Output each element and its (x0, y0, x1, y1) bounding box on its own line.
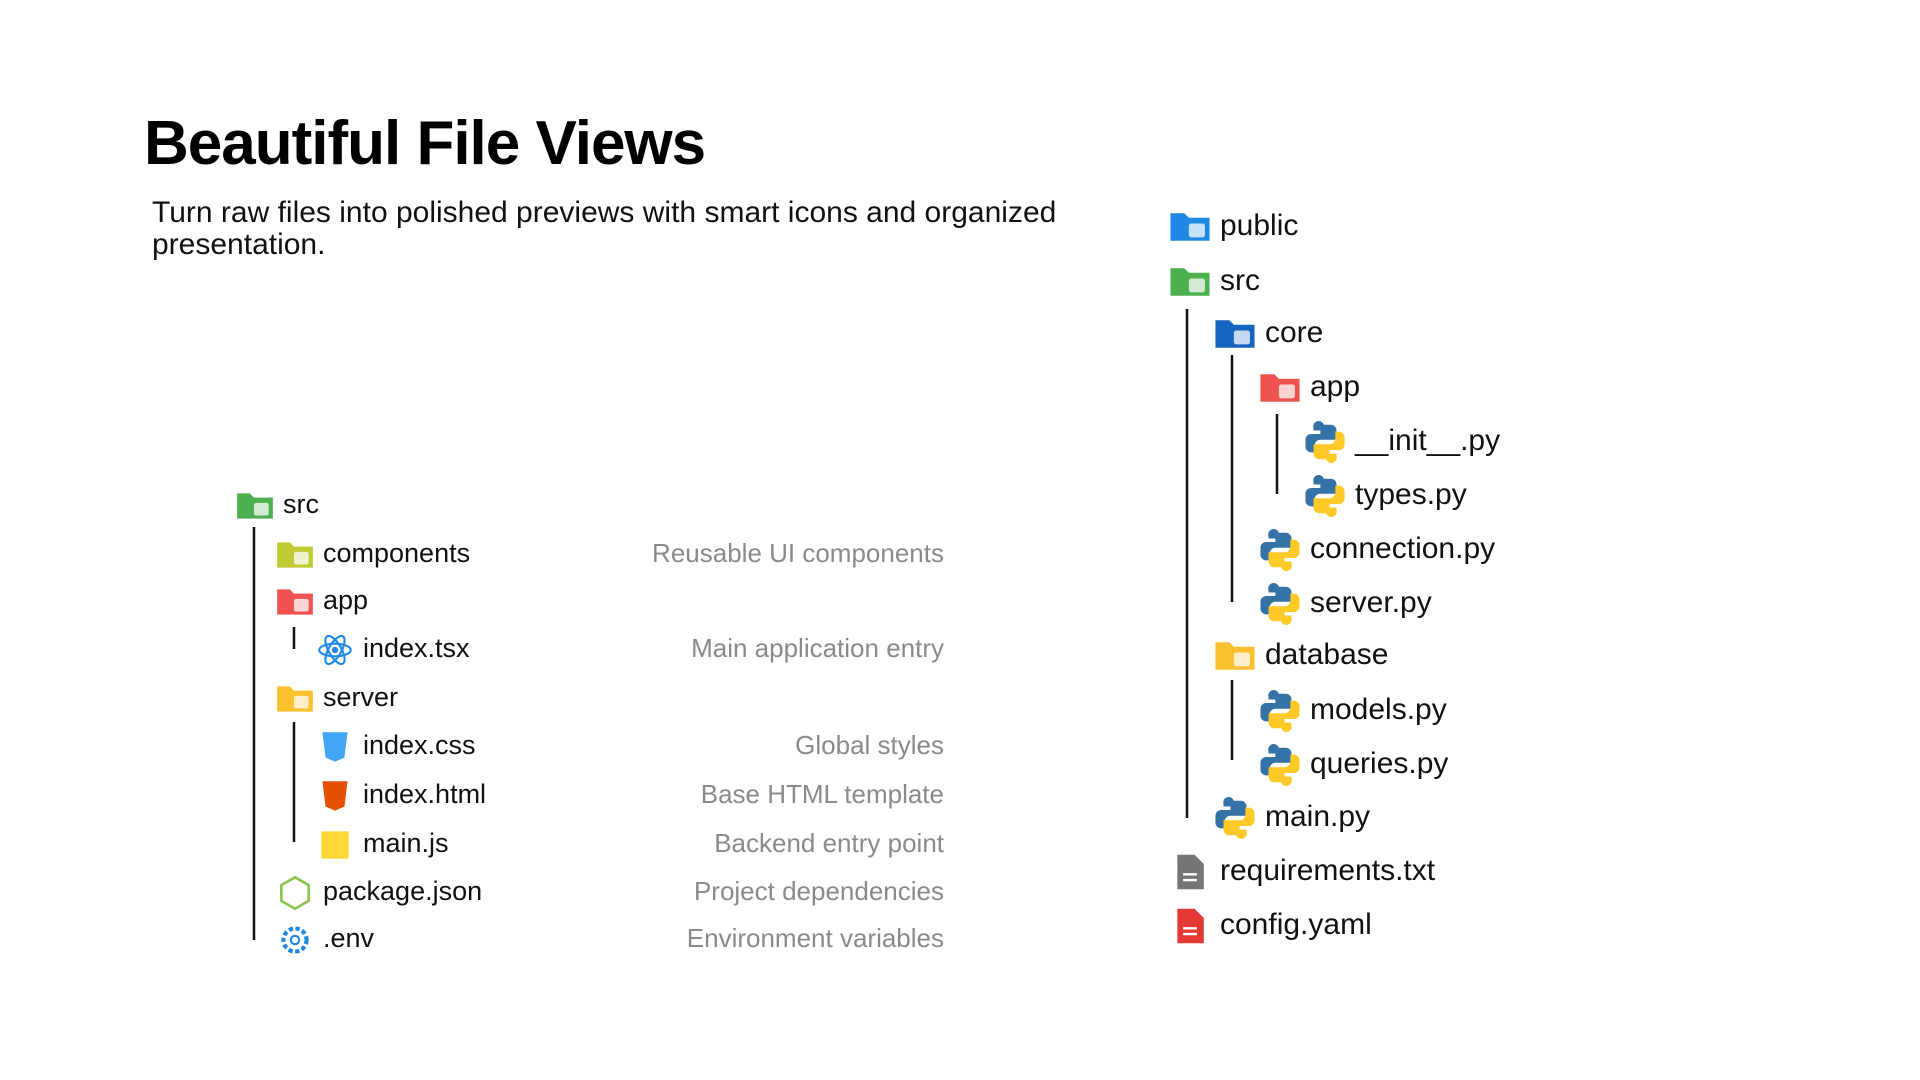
file-name: __init__.py (1354, 424, 1500, 457)
file-name: connection.py (1310, 532, 1495, 565)
title: Beautiful File Views (144, 109, 706, 178)
doc-lines (1183, 927, 1197, 936)
py-yellow (1313, 431, 1345, 463)
gear-ring (281, 926, 309, 954)
file-description: Base HTML template (701, 779, 944, 809)
file-icon (280, 875, 310, 911)
file-icon (1177, 908, 1204, 944)
doc-shape (1177, 854, 1204, 890)
file-name: database (1265, 638, 1388, 671)
file-name: app (1310, 370, 1360, 403)
file-icon (1170, 268, 1210, 296)
file-name: types.py (1355, 478, 1467, 511)
folder-badge (293, 551, 309, 565)
file-name: main.js (363, 828, 449, 858)
file-name: core (1265, 316, 1323, 349)
py-yellow (1268, 700, 1300, 732)
doc-lines (1183, 873, 1197, 882)
file-description: Backend entry point (714, 828, 945, 858)
file-name: .env (323, 923, 375, 953)
subtitle: Turn raw files into polished previews wi… (152, 196, 1057, 261)
py-yellow (1268, 539, 1300, 571)
doc-shape (1177, 908, 1204, 944)
folder-badge (1188, 223, 1205, 238)
js-square (321, 831, 349, 859)
file-icon (237, 493, 273, 519)
file-icon (1177, 854, 1204, 890)
py-yellow (1268, 754, 1300, 786)
gear-hole (289, 934, 301, 946)
py-blue (1260, 583, 1292, 615)
py-yellow (1223, 807, 1255, 839)
folder-badge (1188, 278, 1205, 293)
file-description: Project dependencies (694, 876, 944, 906)
file-name: index.html (363, 779, 486, 809)
py-yellow (1313, 485, 1345, 517)
file-description: Environment variables (687, 923, 944, 953)
file-icon (1215, 320, 1255, 348)
file-name: requirements.txt (1220, 854, 1436, 887)
file-name: config.yaml (1220, 908, 1372, 941)
file-icon (1170, 213, 1210, 241)
file-name: app (323, 585, 368, 615)
py-blue (1260, 744, 1292, 776)
node-hex (280, 875, 310, 911)
file-icon (1260, 583, 1300, 625)
file-name: components (323, 538, 470, 568)
react-core (331, 646, 339, 654)
file-icon (277, 686, 313, 712)
py-blue (1305, 421, 1337, 453)
folder-badge (1233, 652, 1250, 667)
py-yellow (1268, 593, 1300, 625)
folder-badge (1233, 330, 1250, 345)
py-blue (1260, 529, 1292, 561)
file-name: public (1220, 209, 1298, 242)
folder-badge (293, 695, 309, 709)
file-icon (281, 926, 309, 954)
file-icon (277, 589, 313, 615)
file-icon (1260, 374, 1300, 402)
css-shield (322, 732, 348, 762)
py-blue (1305, 475, 1337, 507)
file-name: src (1220, 264, 1260, 297)
react-orbit (324, 634, 346, 666)
folder-badge (293, 598, 309, 612)
file-icon (1260, 690, 1300, 732)
file-name: src (283, 489, 319, 519)
file-name: server.py (1310, 586, 1432, 619)
file-icon (1215, 797, 1255, 839)
file-icon (318, 634, 352, 666)
file-name: index.tsx (363, 633, 470, 663)
file-name: package.json (323, 876, 482, 906)
py-blue (1215, 797, 1247, 829)
file-icon (1260, 529, 1300, 571)
file-name: queries.py (1310, 747, 1448, 780)
react-orbit (318, 642, 352, 658)
file-name: server (323, 682, 398, 712)
react-orbit (324, 634, 346, 666)
file-description: Reusable UI components (652, 538, 944, 568)
file-name: index.css (363, 730, 476, 760)
file-icon (321, 831, 349, 859)
file-description: Main application entry (691, 633, 944, 663)
file-name: main.py (1265, 800, 1370, 833)
html-shield (322, 781, 348, 811)
file-icon (322, 732, 348, 762)
file-icon (322, 781, 348, 811)
file-icon (1305, 421, 1345, 463)
file-icon (1215, 642, 1255, 670)
file-icon (277, 542, 313, 568)
folder-badge (1278, 384, 1295, 399)
file-icon (1260, 744, 1300, 786)
py-blue (1260, 690, 1292, 722)
file-icon (1305, 475, 1345, 517)
folder-badge (253, 502, 269, 516)
file-description: Global styles (795, 730, 944, 760)
file-name: models.py (1310, 693, 1447, 726)
